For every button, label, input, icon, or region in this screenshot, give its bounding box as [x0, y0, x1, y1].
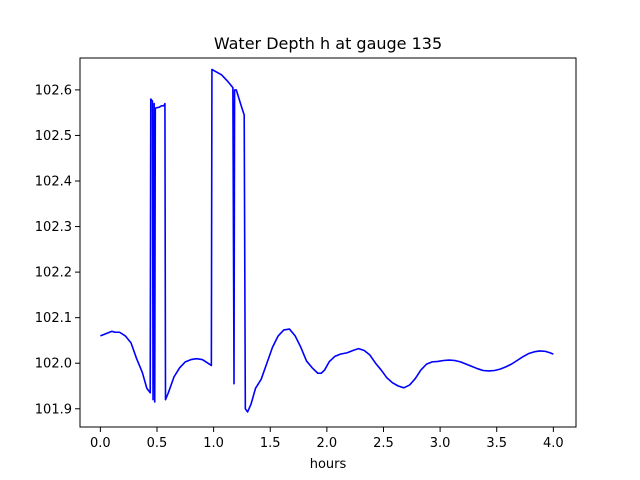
- y-tick-label: 101.9: [35, 402, 72, 417]
- y-axis: 101.9 102.0 102.1 102.2 102.3 102.4 102.5 102.6: [35, 83, 80, 417]
- y-tick-label: 102.1: [35, 311, 72, 326]
- plot-layer: [100, 68, 554, 413]
- x-tick-label: 1.5: [260, 436, 281, 451]
- y-tick-label: 102.5: [35, 129, 72, 144]
- x-tick-label: 0.0: [90, 436, 111, 451]
- x-tick-label: 2.0: [317, 436, 338, 451]
- x-tick-label: 3.5: [486, 436, 507, 451]
- y-tick-label: 102.4: [35, 175, 72, 190]
- x-tick-label: 4.0: [543, 436, 564, 451]
- y-tick-label: 102.6: [35, 83, 72, 98]
- axes-frame: [79, 57, 577, 428]
- x-axis: 0.0 0.5 1.0 1.5 2.0 2.5 3.0 3.5 4.0: [90, 427, 564, 451]
- x-tick-label: 3.0: [430, 436, 451, 451]
- x-tick-label: 1.0: [203, 436, 224, 451]
- y-tick-label: 102.0: [35, 357, 72, 372]
- series-line-water-depth: [100, 68, 554, 413]
- x-axis-label: hours: [310, 457, 347, 472]
- chart-title: Water Depth h at gauge 135: [214, 34, 442, 53]
- x-tick-label: 0.5: [147, 436, 168, 451]
- y-tick-label: 102.3: [35, 220, 72, 235]
- y-tick-label: 102.2: [35, 266, 72, 281]
- x-tick-label: 2.5: [373, 436, 394, 451]
